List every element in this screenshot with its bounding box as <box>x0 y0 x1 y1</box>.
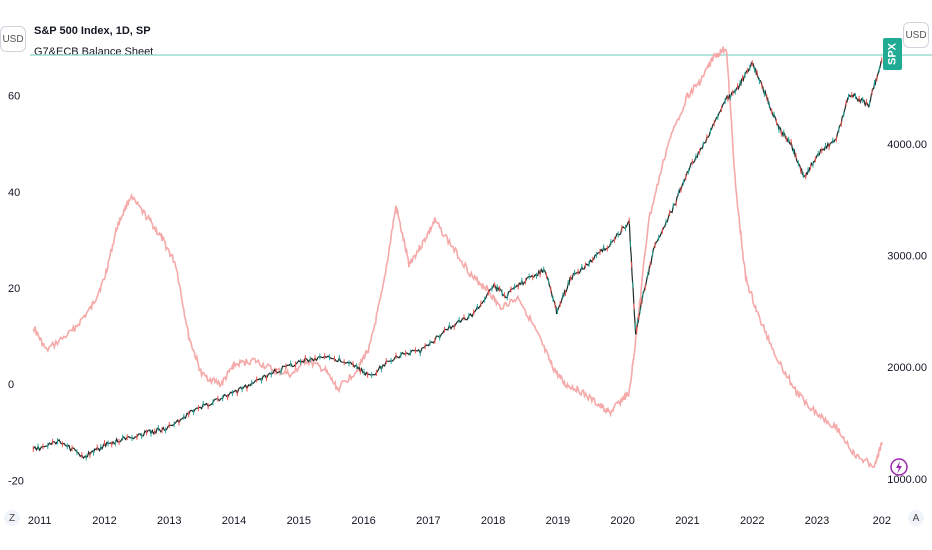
x-tick-label: 2021 <box>675 515 699 527</box>
right-axis-ticks: 4000.00 3000.00 2000.00 1000.00 <box>887 139 927 486</box>
right-currency-label: USD <box>905 29 927 41</box>
x-tick-label: 2022 <box>740 515 764 527</box>
x-tick-label: 202 <box>873 515 891 527</box>
left-tick-label: 40 <box>8 187 20 199</box>
price-tag-box <box>883 38 902 70</box>
left-currency-label: USD <box>2 33 24 45</box>
left-tick-label: -20 <box>8 475 24 487</box>
spx-line <box>32 60 883 460</box>
price-tag[interactable]: SPX <box>883 38 902 70</box>
left-tick-label: 60 <box>8 91 20 103</box>
left-tick-label: 20 <box>8 283 20 295</box>
x-tick-label: 2011 <box>28 515 52 527</box>
x-tick-label: 2012 <box>92 515 116 527</box>
left-tick-label: 0 <box>8 379 14 391</box>
left-corner-label: Z <box>8 512 16 524</box>
x-tick-label: 2018 <box>481 515 505 527</box>
x-tick-label: 2013 <box>157 515 181 527</box>
right-tick-label: 3000.00 <box>887 251 927 263</box>
x-tick-label: 2014 <box>222 515 246 527</box>
time-axis-ticks: 2011 2012 2013 2014 2015 2016 2017 2018 2019 2020… <box>28 515 891 527</box>
auto-scale-right-button[interactable]: A <box>908 510 924 526</box>
left-axis-ticks: 60 40 20 0 -20 <box>8 91 24 488</box>
x-tick-label: 2019 <box>546 515 570 527</box>
right-currency-button[interactable]: USD <box>903 22 929 48</box>
balance-sheet-line <box>32 46 883 469</box>
right-corner-label: A <box>912 512 920 524</box>
x-tick-label: 2020 <box>610 515 634 527</box>
symbol-title[interactable]: S&P 500 Index, 1D, SP <box>34 25 151 37</box>
right-tick-label: 1000.00 <box>887 474 927 486</box>
left-currency-button[interactable]: USD <box>0 26 26 52</box>
price-tag-label: SPX <box>886 42 898 65</box>
x-tick-label: 2015 <box>287 515 311 527</box>
x-tick-label: 2017 <box>416 515 440 527</box>
right-tick-label: 2000.00 <box>887 362 927 374</box>
spx-candle-ticks <box>32 57 883 461</box>
auto-scale-left-button[interactable]: Z <box>4 510 20 526</box>
lightning-icon[interactable] <box>890 458 908 476</box>
right-tick-label: 4000.00 <box>887 139 927 151</box>
x-tick-label: 2016 <box>351 515 375 527</box>
x-tick-label: 2023 <box>805 515 829 527</box>
